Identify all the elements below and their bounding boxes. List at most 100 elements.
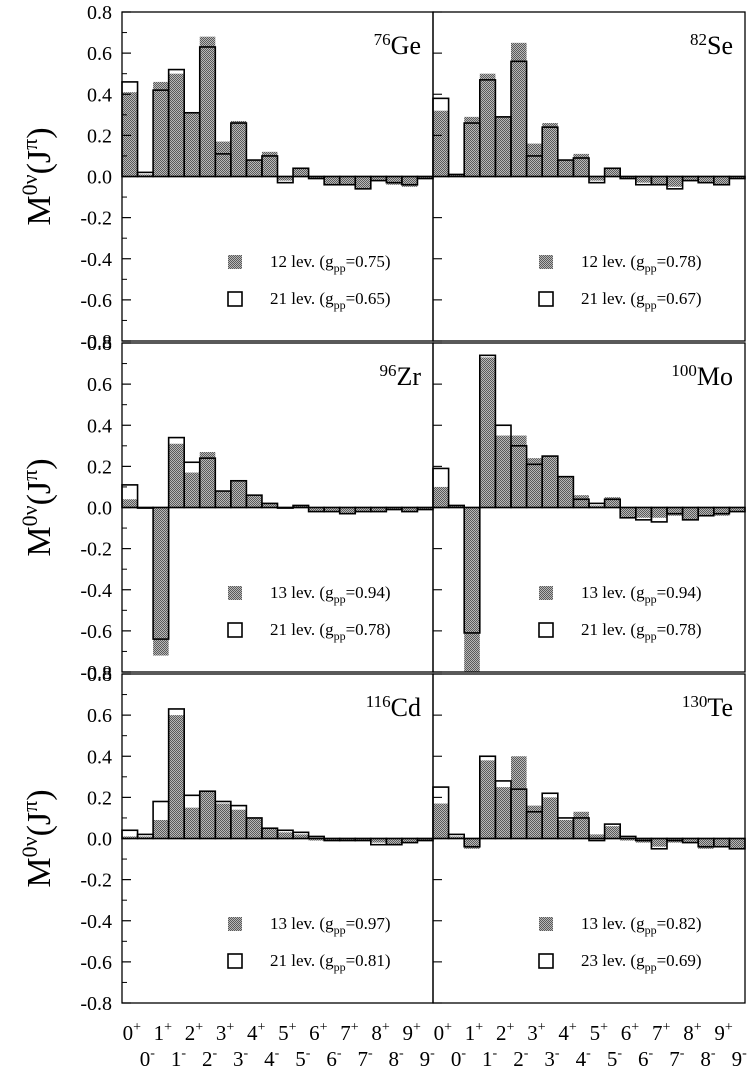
x-tick-label-plus: 7+: [652, 1020, 671, 1045]
x-tick-label-minus: 9-: [732, 1046, 747, 1071]
x-tick-parity-minus: -: [742, 1046, 747, 1061]
legend-lev-word: lev.: [291, 289, 319, 308]
x-tick-j: 5: [590, 1021, 601, 1045]
y-label-close: ): [21, 458, 58, 469]
bar-shaded-8+: [370, 507, 387, 512]
legend-levels: 21: [581, 289, 602, 308]
x-tick-label-plus: 8+: [683, 1020, 702, 1045]
bar-shaded-2-: [199, 791, 216, 839]
bar-shaded-6-: [324, 176, 340, 185]
x-tick-parity-minus: -: [306, 1046, 311, 1061]
bar-open-6+: [307, 835, 325, 840]
legend-lev-word: lev.: [291, 583, 319, 602]
y-tick-label: 0.8: [87, 2, 112, 24]
bar-open-1+: [463, 837, 481, 848]
bar-shaded-6-: [324, 507, 340, 512]
legend-pp: pp: [645, 298, 657, 312]
bar-shaded-9-: [417, 176, 433, 179]
y-tick-label: -0.8: [80, 993, 112, 1015]
bar-shaded-9+: [713, 838, 730, 847]
nucleus-mass: 76: [374, 30, 391, 49]
y-tick-label: 0.4: [87, 84, 112, 106]
y-axes: 0.80.60.40.20.0-0.2-0.4-0.6-0.8M0ν(Jπ)0.…: [17, 2, 442, 1015]
bar-shaded-0+: [433, 110, 449, 177]
x-tick-parity-minus: -: [275, 1046, 280, 1061]
nucleus-symbol: Cd: [391, 693, 421, 722]
y-label-pi: π: [17, 801, 42, 812]
y-label-close: ): [21, 127, 58, 138]
legend-marker-shaded: [539, 586, 553, 600]
nucleus-label: 100Mo: [671, 361, 733, 391]
legend-gpp-value: =0.75): [346, 252, 391, 271]
legend-marker-open: [227, 291, 243, 307]
y-label-j: (J: [21, 481, 58, 506]
x-tick-parity-plus: +: [226, 1020, 234, 1035]
bar-shaded-2-: [511, 756, 527, 839]
bar-shaded-0-: [137, 836, 154, 839]
x-tick-parity-minus: -: [368, 1046, 373, 1061]
x-tick-parity-minus: -: [244, 1046, 249, 1061]
bar-shaded-3-: [230, 480, 247, 508]
x-tick-parity-minus: -: [181, 1046, 186, 1061]
bar-open-9+: [401, 175, 419, 186]
x-tick-parity-plus: +: [506, 1020, 514, 1035]
bar-shaded-4+: [246, 495, 262, 508]
legend-marker-shaded: [539, 917, 553, 931]
x-tick-label-plus: 1+: [465, 1020, 484, 1045]
legend-g: (g: [319, 289, 334, 308]
x-tick-j: 4: [576, 1047, 587, 1071]
legend-pp: pp: [645, 960, 657, 974]
legend-levels: 21: [270, 951, 291, 970]
x-tick-j: 7: [340, 1021, 351, 1045]
bar-open-0-: [447, 504, 466, 509]
bar-open-5-: [292, 504, 310, 509]
bar-shaded-3-: [542, 123, 558, 177]
y-label-pi: π: [17, 139, 42, 150]
legend-levels: 13: [581, 914, 602, 933]
bar-shaded-5-: [604, 168, 621, 177]
x-tick-j: 0: [123, 1021, 134, 1045]
x-tick-j: 9: [420, 1047, 431, 1071]
y-tick-label: 0.0: [87, 829, 112, 851]
legend-g: (g: [630, 914, 645, 933]
bar-shaded-4+: [557, 819, 574, 839]
bar-shaded-3+: [526, 458, 543, 508]
x-tick-parity-plus: +: [382, 1020, 390, 1035]
nucleus-label: 96Zr: [379, 361, 421, 391]
x-tick-parity-plus: +: [662, 1020, 670, 1035]
legend-levels: 12: [581, 252, 602, 271]
y-tick-label: -0.2: [80, 539, 112, 561]
bar-shaded-7-: [355, 507, 371, 512]
legend-gpp-value: =0.78): [657, 252, 702, 271]
legend-text: 21 lev. (gpp=0.78): [581, 620, 702, 643]
y-label-close: ): [21, 789, 58, 800]
x-tick-j: 6: [309, 1021, 320, 1045]
nucleus-label: 130Te: [682, 692, 733, 722]
x-tick-parity-plus: +: [569, 1020, 577, 1035]
nucleus-symbol: Se: [707, 31, 733, 60]
bar-shaded-2-: [511, 42, 527, 177]
bar-shaded-5+: [589, 505, 605, 508]
x-tick-parity-minus: -: [493, 1046, 498, 1061]
x-tick-parity-plus: +: [257, 1020, 265, 1035]
bar-open-4-: [572, 157, 590, 178]
x-tick-label-plus: 6+: [621, 1020, 640, 1045]
x-tick-label-plus: 6+: [309, 1020, 328, 1045]
legend-levels: 13: [581, 583, 602, 602]
legend-text: 23 lev. (gpp=0.69): [581, 951, 702, 974]
bar-shaded-0+: [433, 486, 449, 508]
y-label-sup: 0ν: [17, 174, 42, 195]
x-tick-j: 1: [154, 1021, 165, 1045]
legend-lev-word: lev.: [602, 620, 630, 639]
bar-open-7+: [650, 837, 668, 850]
bar-shaded-9+: [713, 507, 730, 516]
legend-pp: pp: [334, 923, 346, 937]
bar-shaded-9+: [713, 176, 730, 185]
x-tick-label-minus: 6-: [326, 1046, 342, 1071]
bar-open-2-: [198, 457, 217, 509]
bar-shaded-6-: [635, 507, 652, 518]
x-tick-j: 7: [669, 1047, 680, 1071]
legend-pp: pp: [334, 298, 346, 312]
